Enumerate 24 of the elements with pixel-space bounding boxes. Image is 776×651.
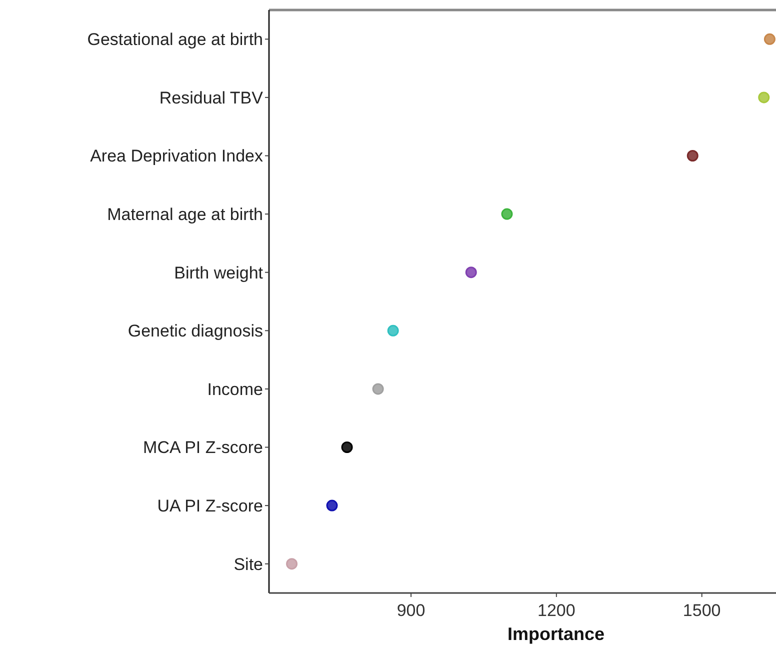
y-tick-label: Income — [207, 380, 263, 399]
point — [286, 558, 298, 570]
y-tick-label: Site — [234, 554, 263, 574]
point — [326, 500, 338, 512]
point — [465, 266, 477, 278]
x-tick-label: 1500 — [682, 601, 721, 620]
y-tick-label: Genetic diagnosis — [128, 322, 263, 341]
x-axis-title: Importance — [507, 624, 605, 644]
x-tick-label: 1200 — [538, 601, 576, 620]
y-tick-label: Birth weight — [174, 263, 264, 282]
y-tick-label: UA PI Z-score — [157, 496, 263, 516]
y-tick-label: Maternal age at birth — [107, 205, 263, 224]
y-tick-label: Residual TBV — [159, 88, 264, 108]
point — [387, 324, 399, 336]
point — [341, 442, 353, 453]
point — [686, 150, 698, 162]
point — [758, 92, 770, 104]
y-tick-label: MCA PI Z-score — [143, 438, 263, 458]
point — [764, 33, 776, 45]
point — [501, 208, 513, 220]
x-tick-label: 900 — [396, 601, 426, 620]
y-tick-label: Area Deprivation Index — [90, 146, 264, 166]
point — [372, 383, 384, 395]
y-tick-label: Gestational age at birth — [87, 30, 263, 50]
